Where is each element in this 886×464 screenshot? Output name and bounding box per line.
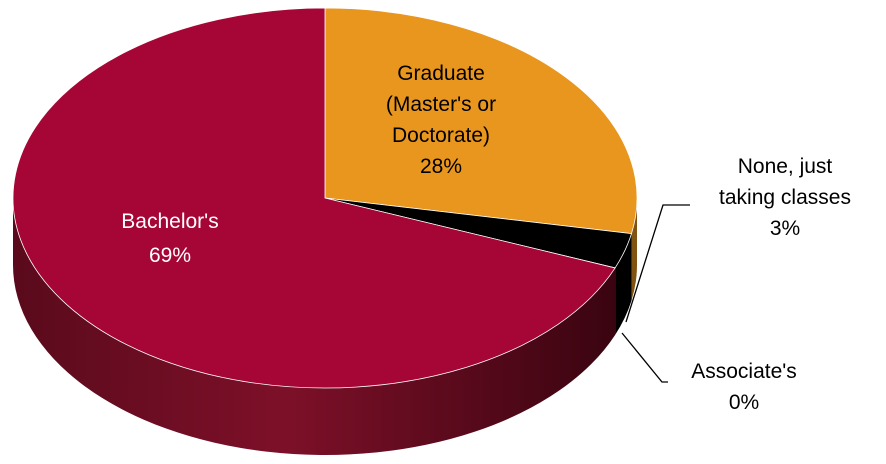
- slice-3: [12, 7, 616, 389]
- slice-label-line: Associate's: [691, 360, 797, 383]
- slice-label-line: 28%: [420, 155, 462, 178]
- slice-label-line: Bachelor's: [121, 210, 218, 233]
- slice-label-1: None, just taking classes 3%: [719, 155, 851, 240]
- slice-label-line: Graduate: [397, 62, 485, 85]
- slice-label-line: taking classes: [719, 186, 851, 209]
- slice-label-3: Bachelor's 69%: [121, 210, 218, 267]
- slice-label-line: (Master's or: [386, 93, 496, 116]
- pie-sides: [12, 198, 637, 456]
- leader-line-2: [621, 332, 668, 383]
- slice-label-line: 3%: [770, 217, 800, 240]
- slice-side-bachelors: [12, 198, 616, 456]
- slice-label-2: Associate's 0%: [691, 360, 797, 414]
- pie-top: [12, 7, 638, 389]
- slice-label-line: None, just: [738, 155, 833, 178]
- slice-label-0: Graduate (Master's or Doctorate) 28%: [386, 62, 496, 178]
- leader-line-1: [625, 204, 690, 323]
- slice-side-none: [615, 233, 632, 335]
- slice-labels: Graduate (Master's or Doctorate) 28% None, j…: [121, 62, 851, 414]
- slice-label-line: 0%: [729, 391, 759, 414]
- slice-label-line: Doctorate): [392, 124, 490, 147]
- leader-lines: [621, 204, 690, 383]
- slice-side-graduate: [631, 198, 637, 301]
- slice-label-line: 69%: [149, 244, 191, 267]
- slice-0: [324, 7, 638, 235]
